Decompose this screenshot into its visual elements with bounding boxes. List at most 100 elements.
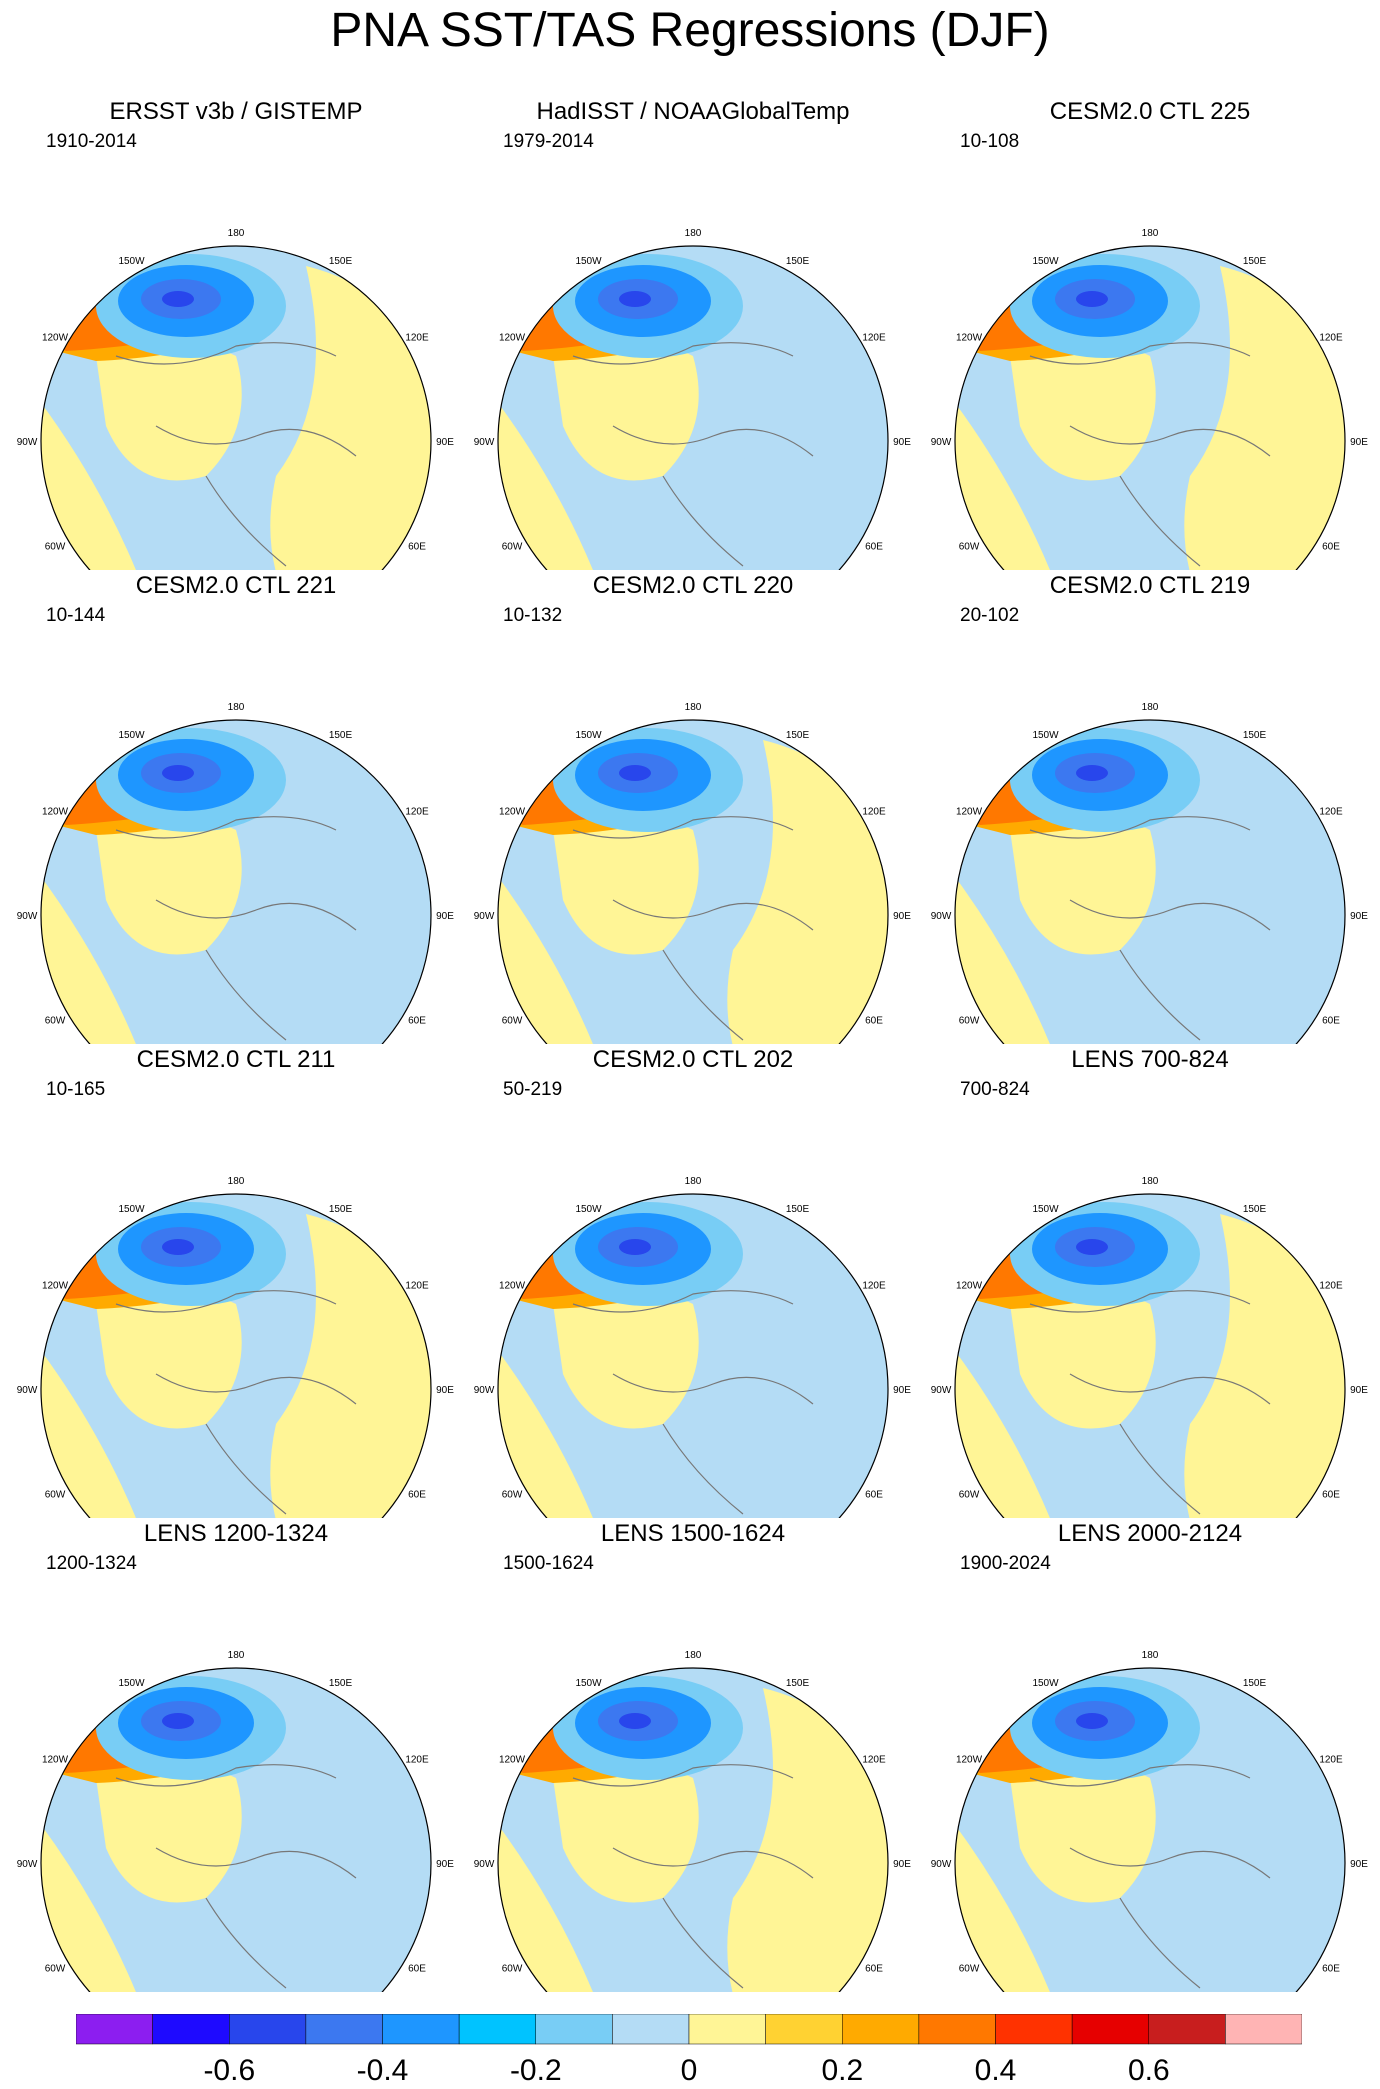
longitude-label: 150E bbox=[1243, 730, 1267, 741]
longitude-label: 90E bbox=[893, 437, 911, 448]
longitude-label: 90W bbox=[931, 437, 952, 448]
longitude-label: 150W bbox=[1032, 1678, 1059, 1689]
map-panel: LENS 1200-1324 1200-1324 180 150E 120E 90E 60E… bbox=[6, 1518, 466, 1992]
cold-anomaly-core bbox=[1076, 291, 1108, 307]
cold-anomaly-core bbox=[1076, 1239, 1108, 1255]
longitude-label: 150E bbox=[786, 1204, 810, 1215]
coastline bbox=[115, 342, 357, 567]
longitude-label: 90W bbox=[474, 437, 495, 448]
longitude-label: 120W bbox=[499, 1281, 526, 1292]
longitude-label: 180 bbox=[685, 1650, 702, 1661]
colorbar-tick-label: 0 bbox=[681, 2054, 698, 2084]
colorbar-tick-label: 0.4 bbox=[975, 2054, 1017, 2084]
coastline bbox=[572, 1290, 814, 1515]
map-field bbox=[41, 1668, 431, 1992]
longitude-label: 90W bbox=[474, 1385, 495, 1396]
warm-region-north-america bbox=[1010, 1289, 1156, 1429]
longitude-label: 180 bbox=[228, 228, 245, 239]
coastline bbox=[115, 1764, 357, 1989]
longitude-label: 150E bbox=[786, 1678, 810, 1689]
longitude-label: 60W bbox=[959, 1490, 980, 1501]
longitude-label: 120W bbox=[42, 1281, 69, 1292]
colorbar-swatch bbox=[612, 2013, 690, 2045]
longitude-label: 60E bbox=[408, 1964, 426, 1975]
coastline bbox=[572, 342, 814, 567]
longitude-label: 60E bbox=[1322, 1016, 1340, 1027]
longitude-label: 120W bbox=[499, 1755, 526, 1766]
longitude-label: 120E bbox=[1319, 1755, 1343, 1766]
polar-map: 180150E120E90E60E30E030W60W90W120W150W bbox=[17, 228, 454, 570]
longitude-label: 150W bbox=[118, 1204, 145, 1215]
longitude-label: 90W bbox=[17, 437, 38, 448]
colorbar-swatch bbox=[229, 2013, 307, 2045]
longitude-label: 150W bbox=[575, 256, 602, 267]
polar-map: 180150E120E90E60E30E030W60W90W120W150W bbox=[931, 228, 1368, 570]
colorbar-swatch bbox=[995, 2013, 1073, 2045]
map-boundary bbox=[497, 245, 889, 570]
colorbar-tick-label: -0.6 bbox=[203, 2054, 255, 2084]
panel-period: 1500-1624 bbox=[503, 1553, 594, 1574]
map-panel: LENS 700-824700-824180150E120E90E60E30E0… bbox=[920, 1044, 1380, 1518]
warm-region-atlantic bbox=[41, 1344, 166, 1518]
longitude-label: 90W bbox=[931, 1859, 952, 1870]
longitude-label: 60W bbox=[45, 1016, 66, 1027]
warm-region-atlantic bbox=[498, 870, 623, 1044]
map-panel: LENS 2000-2124 1900-2024 180 150E 120E 90E 60E… bbox=[920, 1518, 1380, 1992]
coastline bbox=[1029, 1290, 1271, 1515]
polar-map: 180150E120E90E60E30E030W60W90W120W150W bbox=[17, 1176, 454, 1518]
polar-map: 180150E120E90E60E30E030W60W90W120W150W bbox=[17, 1650, 454, 1992]
warm-region-north-america bbox=[1010, 815, 1156, 955]
map-boundary bbox=[497, 1667, 889, 1992]
longitude-label: 120W bbox=[42, 807, 69, 818]
map-panel: ERSST v3b / GISTEMP 1910-2014 180 150E 120E 9… bbox=[6, 96, 466, 570]
warm-region-north-america bbox=[1010, 1763, 1156, 1903]
polar-map: 180150E120E90E60E30E030W60W90W120W150W bbox=[474, 1176, 911, 1518]
colorbar-swatch bbox=[535, 2013, 613, 2045]
longitude-label: 60E bbox=[408, 1016, 426, 1027]
longitude-label: 120W bbox=[499, 333, 526, 344]
map-boundary bbox=[954, 719, 1346, 1044]
longitude-label: 90E bbox=[436, 911, 454, 922]
map-field bbox=[955, 1668, 1345, 1992]
map-field bbox=[498, 1668, 888, 1992]
longitude-label: 180 bbox=[228, 1176, 245, 1187]
warm-region-atlantic bbox=[41, 870, 166, 1044]
map-panel: HadISST / NOAAGlobalTemp 1979-2014 180 150E… bbox=[463, 96, 923, 570]
longitude-label: 120W bbox=[42, 1755, 69, 1766]
longitude-label: 150E bbox=[1243, 256, 1267, 267]
longitude-label: 60E bbox=[408, 542, 426, 553]
map-panel: LENS 1500-1624 1500-1624 180 150E 120E 90E 60E… bbox=[463, 1518, 923, 1992]
longitude-label: 90W bbox=[474, 911, 495, 922]
colorbar-swatch bbox=[305, 2013, 383, 2045]
cold-anomaly-core bbox=[162, 1713, 194, 1729]
longitude-label: 150W bbox=[118, 256, 145, 267]
longitude-label: 180 bbox=[1142, 702, 1159, 713]
longitude-label: 90E bbox=[1350, 437, 1368, 448]
longitude-label: 120E bbox=[405, 333, 429, 344]
warm-region-north-america bbox=[553, 1289, 699, 1429]
longitude-label: 90W bbox=[931, 911, 952, 922]
longitude-label: 180 bbox=[1142, 228, 1159, 239]
longitude-label: 150E bbox=[329, 730, 353, 741]
panel-title: LENS 2000-2124 bbox=[1057, 1520, 1243, 1547]
longitude-label: 90E bbox=[893, 1859, 911, 1870]
longitude-label: 90E bbox=[1350, 1385, 1368, 1396]
longitude-label: 180 bbox=[1142, 1176, 1159, 1187]
longitude-label: 60E bbox=[865, 1490, 883, 1501]
colorbar-tick-label: -0.2 bbox=[510, 2054, 562, 2084]
warm-region-north-america bbox=[1010, 341, 1156, 481]
panel-title: CESM2.0 CTL 225 bbox=[1049, 98, 1251, 125]
longitude-label: 120W bbox=[42, 333, 69, 344]
panel-period: 20-102 bbox=[960, 605, 1020, 626]
warm-region-north-america bbox=[553, 815, 699, 955]
coastline bbox=[115, 1290, 357, 1515]
longitude-label: 60W bbox=[959, 1016, 980, 1027]
longitude-label: 60E bbox=[408, 1490, 426, 1501]
longitude-label: 120E bbox=[405, 1755, 429, 1766]
colorbar: -0.6 -0.4 -0.2 0 0.2 0.4 0.6 bbox=[75, 2013, 1303, 2087]
panel-period: 1200-1324 bbox=[46, 1553, 137, 1574]
cold-anomaly-core bbox=[619, 1239, 651, 1255]
polar-map: 180150E120E90E60E30E030W60W90W120W150W bbox=[474, 228, 911, 570]
longitude-label: 90E bbox=[436, 1385, 454, 1396]
coastline bbox=[1029, 342, 1271, 567]
